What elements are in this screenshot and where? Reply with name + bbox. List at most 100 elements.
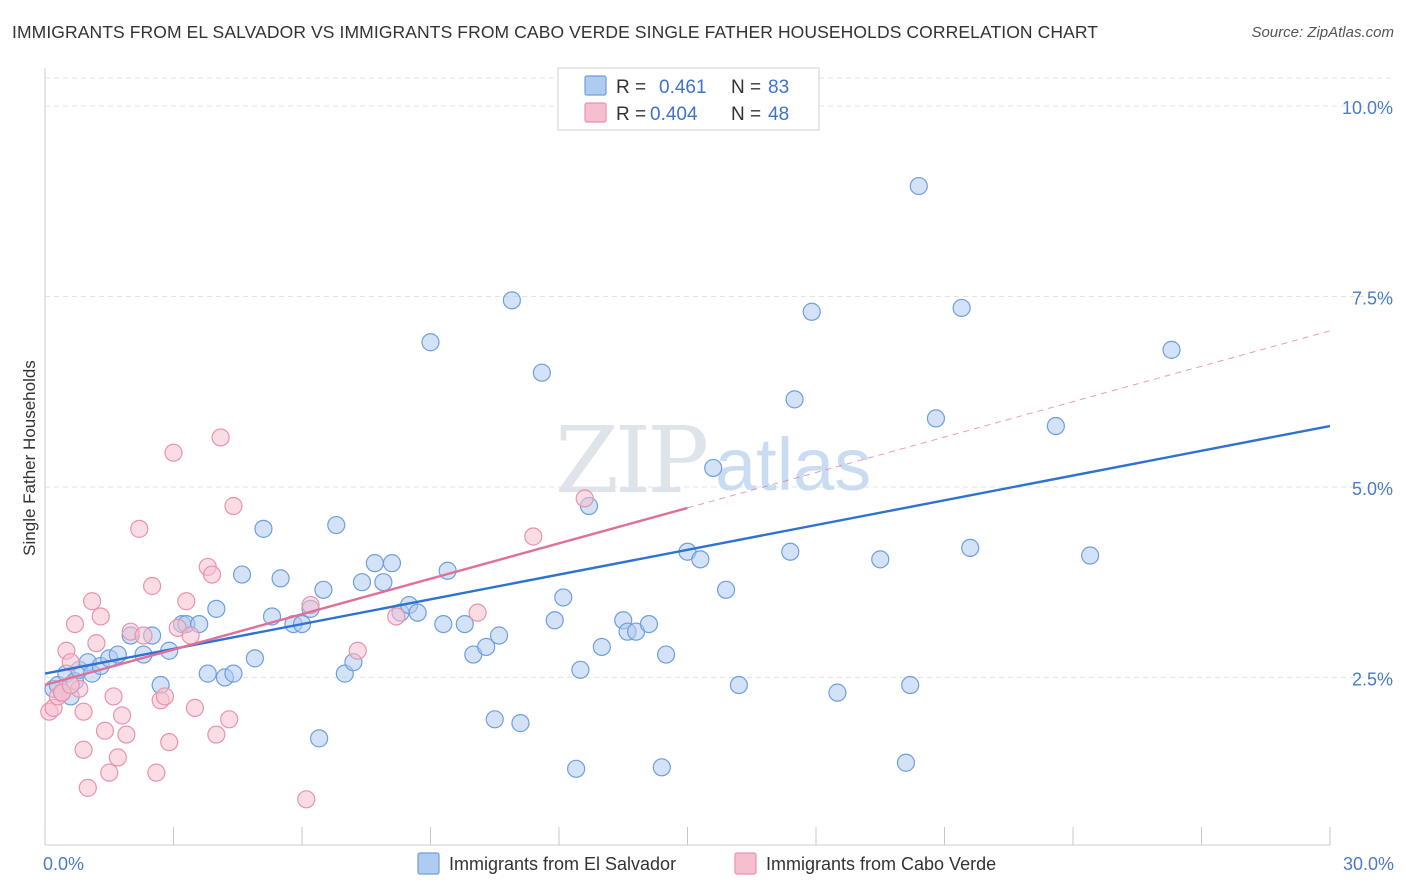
- bottom-legend-swatch-pink: [734, 852, 757, 875]
- point-el-salvador: [271, 569, 290, 588]
- legend-r-label-2: R =: [616, 104, 646, 125]
- watermark: ZIP atlas: [555, 407, 871, 514]
- point-el-salvador: [567, 759, 586, 778]
- point-el-salvador: [639, 614, 659, 634]
- legend-n-label-2: N =: [731, 104, 761, 125]
- point-el-salvador: [502, 291, 521, 310]
- point-cabo-verde: [211, 428, 230, 447]
- legend-r-value-2: 0.404: [650, 104, 698, 125]
- point-cabo-verde: [155, 687, 175, 706]
- point-cabo-verde: [95, 721, 115, 740]
- point-el-salvador: [374, 573, 393, 592]
- point-el-salvador: [207, 599, 226, 618]
- point-el-salvador: [691, 550, 710, 569]
- legend-r-label-1: R =: [616, 77, 646, 98]
- trend-line-el-salvador: [44, 424, 1331, 675]
- point-el-salvador: [310, 729, 329, 748]
- point-el-salvador: [571, 660, 590, 679]
- point-el-salvador: [961, 538, 980, 558]
- y-tick-label: 2.5%: [1352, 669, 1393, 689]
- point-el-salvador: [802, 302, 821, 321]
- bottom-legend-swatch-blue: [417, 852, 440, 875]
- point-el-salvador: [1081, 546, 1100, 565]
- bottom-legend-label-el-salvador: Immigrants from El Salvador: [449, 854, 676, 874]
- point-el-salvador: [656, 645, 676, 664]
- point-el-salvador: [485, 710, 504, 729]
- point-el-salvador: [224, 664, 243, 683]
- y-tick-label: 10.0%: [1342, 98, 1393, 118]
- point-cabo-verde: [65, 614, 85, 634]
- point-el-salvador: [716, 580, 736, 599]
- x-tick-label: 0.0%: [43, 854, 84, 874]
- legend-r-value-1: 0.461: [659, 77, 707, 98]
- legend-n-value-1: 83: [768, 77, 789, 98]
- point-el-salvador: [382, 554, 402, 573]
- point-cabo-verde: [91, 607, 110, 626]
- x-axis-ticks: [44, 827, 1331, 845]
- point-cabo-verde: [100, 763, 119, 782]
- point-el-salvador: [652, 758, 671, 777]
- point-el-salvador: [781, 542, 800, 561]
- point-cabo-verde: [524, 527, 543, 546]
- point-el-salvador: [785, 390, 804, 409]
- point-el-salvador: [532, 363, 551, 382]
- point-cabo-verde: [87, 634, 106, 653]
- point-el-salvador: [1162, 340, 1181, 359]
- legend-swatch-pink: [584, 102, 607, 123]
- point-cabo-verde: [202, 565, 222, 584]
- point-el-salvador: [592, 637, 611, 657]
- point-cabo-verde: [61, 653, 80, 672]
- point-cabo-verde: [387, 607, 406, 626]
- point-el-salvador: [365, 554, 384, 573]
- point-cabo-verde: [104, 687, 123, 706]
- watermark-atlas: atlas: [715, 423, 871, 506]
- point-el-salvador: [314, 580, 333, 599]
- y-tick-label: 5.0%: [1352, 479, 1393, 499]
- trend-lines: [44, 330, 1331, 687]
- point-cabo-verde: [117, 725, 136, 744]
- point-cabo-verde: [61, 675, 80, 695]
- bottom-legend-label-cabo-verde: Immigrants from Cabo Verde: [766, 854, 996, 874]
- point-cabo-verde: [224, 496, 243, 516]
- x-tick-label: 30.0%: [1343, 854, 1394, 874]
- point-cabo-verde: [220, 710, 239, 729]
- point-el-salvador: [554, 588, 573, 607]
- point-cabo-verde: [78, 778, 97, 797]
- point-cabo-verde: [177, 592, 196, 611]
- point-el-salvador: [198, 664, 217, 683]
- point-el-salvador: [871, 550, 890, 569]
- point-el-salvador: [477, 637, 496, 657]
- point-el-salvador: [909, 176, 928, 196]
- point-el-salvador: [901, 675, 920, 695]
- point-el-salvador: [896, 753, 916, 772]
- point-el-salvador: [421, 333, 440, 352]
- bottom-legend: Immigrants from El Salvador Immigrants f…: [417, 852, 996, 875]
- point-cabo-verde: [575, 489, 594, 508]
- point-el-salvador: [489, 626, 509, 645]
- y-axis-tick-labels: 2.5% 5.0% 7.5% 10.0%: [1342, 98, 1393, 689]
- y-tick-label: 7.5%: [1352, 289, 1393, 309]
- chart-title: IMMIGRANTS FROM EL SALVADOR VS IMMIGRANT…: [12, 22, 1099, 42]
- point-el-salvador: [408, 603, 427, 622]
- legend-n-value-2: 48: [768, 104, 789, 125]
- point-el-salvador: [245, 649, 264, 668]
- point-cabo-verde: [147, 763, 166, 782]
- point-cabo-verde: [164, 443, 183, 462]
- point-cabo-verde: [297, 790, 316, 809]
- point-cabo-verde: [301, 595, 320, 615]
- point-cabo-verde: [112, 706, 132, 725]
- point-el-salvador: [926, 409, 946, 428]
- point-el-salvador: [1046, 416, 1065, 436]
- point-el-salvador: [729, 675, 749, 695]
- point-cabo-verde: [207, 725, 226, 744]
- point-el-salvador: [704, 458, 723, 478]
- source-label: Source: ZipAtlas.com: [1251, 24, 1394, 41]
- point-el-salvador: [232, 565, 252, 584]
- legend-swatch-blue: [584, 75, 607, 96]
- point-cabo-verde: [83, 592, 102, 611]
- point-el-salvador: [952, 298, 971, 318]
- point-cabo-verde: [74, 702, 93, 721]
- point-cabo-verde: [130, 519, 149, 538]
- point-el-salvador: [511, 714, 530, 733]
